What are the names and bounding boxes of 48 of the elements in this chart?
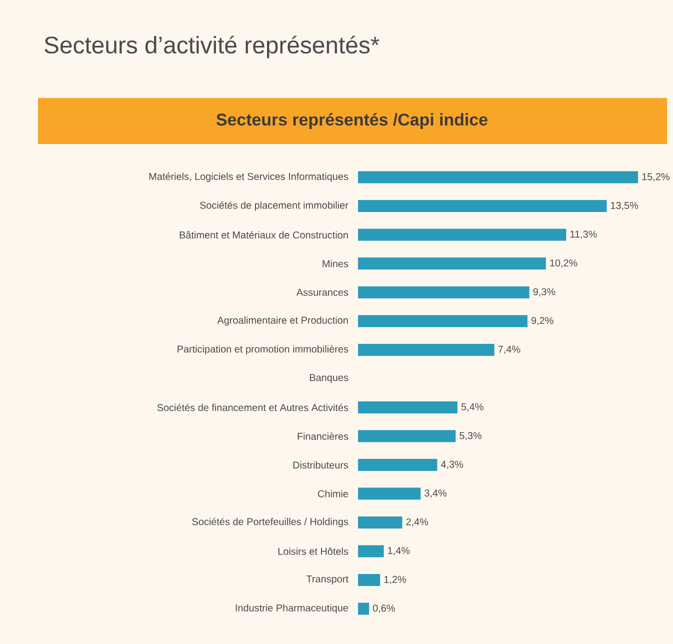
- bar: [358, 200, 607, 212]
- data-label: 11,3%: [570, 230, 597, 239]
- data-label: 9,2%: [531, 316, 554, 326]
- data-label: 2,4%: [406, 518, 428, 527]
- bar: [358, 401, 458, 414]
- bar: [358, 171, 638, 184]
- bar: [358, 488, 421, 500]
- y-tick-label: Sociétés de Portefeuilles / Holdings: [192, 518, 348, 528]
- data-label: 0,6%: [372, 604, 395, 613]
- data-label: 1,2%: [384, 576, 406, 584]
- y-tick-label: Distributeurs: [293, 461, 348, 469]
- data-label: 4,3%: [440, 460, 464, 470]
- y-tick-label: Chimie: [318, 490, 348, 498]
- y-tick-label: Agroalimentaire et Production: [217, 316, 348, 326]
- data-label: 5,3%: [460, 432, 482, 440]
- bar: [358, 315, 528, 328]
- bar: [358, 228, 566, 241]
- y-tick-label: Assurances: [296, 288, 348, 296]
- y-tick-label: Transport: [306, 576, 348, 584]
- bar: [358, 602, 370, 615]
- bar: [358, 258, 546, 270]
- data-label: 15,2%: [642, 173, 670, 182]
- data-label: 13,5%: [610, 202, 638, 210]
- data-label: 3,4%: [424, 490, 447, 498]
- bar: [358, 458, 438, 471]
- bar: [358, 574, 380, 586]
- bar: [358, 545, 384, 558]
- y-tick-label: Bâtiment et Matériaux de Construction: [180, 231, 348, 239]
- data-label: 9,3%: [533, 288, 556, 296]
- data-label: 1,4%: [388, 547, 410, 556]
- y-tick-label: Industrie Pharmaceutique: [236, 604, 348, 614]
- y-tick-label: Banques: [310, 374, 348, 384]
- chart-title: Secteurs d’activité représentés*: [44, 36, 380, 58]
- data-label: 7,4%: [498, 346, 520, 354]
- bar: [358, 430, 456, 442]
- data-label: 10,2%: [550, 259, 578, 268]
- y-tick-label: Financières: [298, 432, 348, 440]
- y-tick-label: Participation et promotion immobilières: [178, 345, 348, 355]
- y-tick-label: Matériels, Logiciels et Services Informatiques: [149, 172, 348, 182]
- y-tick-label: Loisirs et Hôtels: [278, 548, 348, 555]
- y-tick-label: Sociétés de placement immobilier: [200, 201, 348, 211]
- chart-subtitle: Secteurs représentés /Capi indice: [216, 113, 488, 129]
- bar: [358, 344, 494, 356]
- data-label: 5,4%: [461, 403, 484, 412]
- y-tick-label: Sociétés de financement et Autres Activités: [157, 404, 348, 412]
- bar: [358, 516, 402, 528]
- y-tick-label: Mines: [322, 260, 348, 268]
- bar: [358, 286, 530, 298]
